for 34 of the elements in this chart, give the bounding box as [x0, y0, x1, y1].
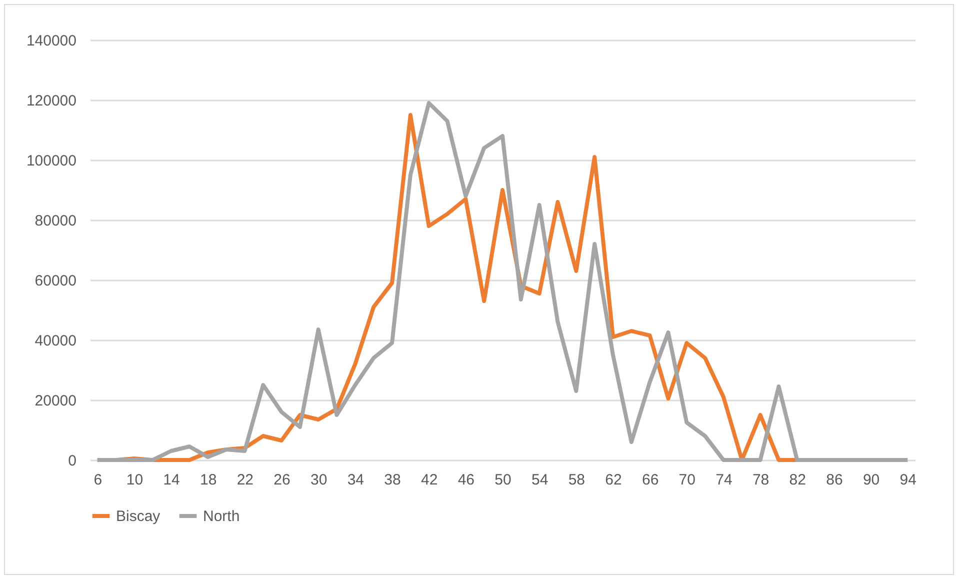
y-tick-label: 40000	[34, 332, 76, 350]
x-tick-label: 66	[642, 472, 659, 488]
y-tick-label: 100000	[26, 152, 76, 170]
y-tick-label: 120000	[26, 92, 76, 110]
x-tick-label: 22	[236, 472, 254, 488]
line-series	[95, 101, 910, 462]
y-tick-label: 60000	[34, 272, 76, 290]
x-tick-label: 58	[568, 472, 586, 488]
x-tick-label: 90	[862, 472, 880, 488]
x-tick-label: 82	[789, 472, 806, 488]
x-tick-label: 50	[494, 472, 512, 488]
x-tick-label: 62	[605, 472, 622, 488]
x-tick-label: 42	[420, 472, 438, 488]
x-tick-label: 70	[678, 472, 696, 488]
x-tick-label: 74	[716, 472, 732, 488]
x-tick-label: 14	[163, 472, 180, 488]
y-tick-label: 20000	[34, 392, 76, 410]
y-tick-label: 80000	[34, 212, 76, 230]
legend-label: Biscay	[116, 508, 161, 525]
x-tick-label: 34	[347, 472, 364, 488]
x-tick-label: 30	[310, 472, 328, 488]
y-tick-label: 0	[68, 452, 76, 470]
x-tick-label: 78	[752, 472, 770, 488]
legend-label: North	[203, 508, 240, 525]
x-tick-label: 18	[200, 472, 217, 488]
x-tick-label: 10	[126, 472, 144, 488]
x-tick-label: 94	[900, 472, 916, 488]
x-tick-label: 54	[531, 472, 548, 488]
x-tick-label: 6	[94, 472, 102, 488]
x-tick-label: 46	[458, 472, 475, 488]
y-tick-label: 140000	[26, 32, 76, 50]
x-tick-label: 26	[274, 472, 290, 488]
x-tick-label: 38	[384, 472, 401, 488]
x-tick-label: 86	[826, 472, 843, 488]
